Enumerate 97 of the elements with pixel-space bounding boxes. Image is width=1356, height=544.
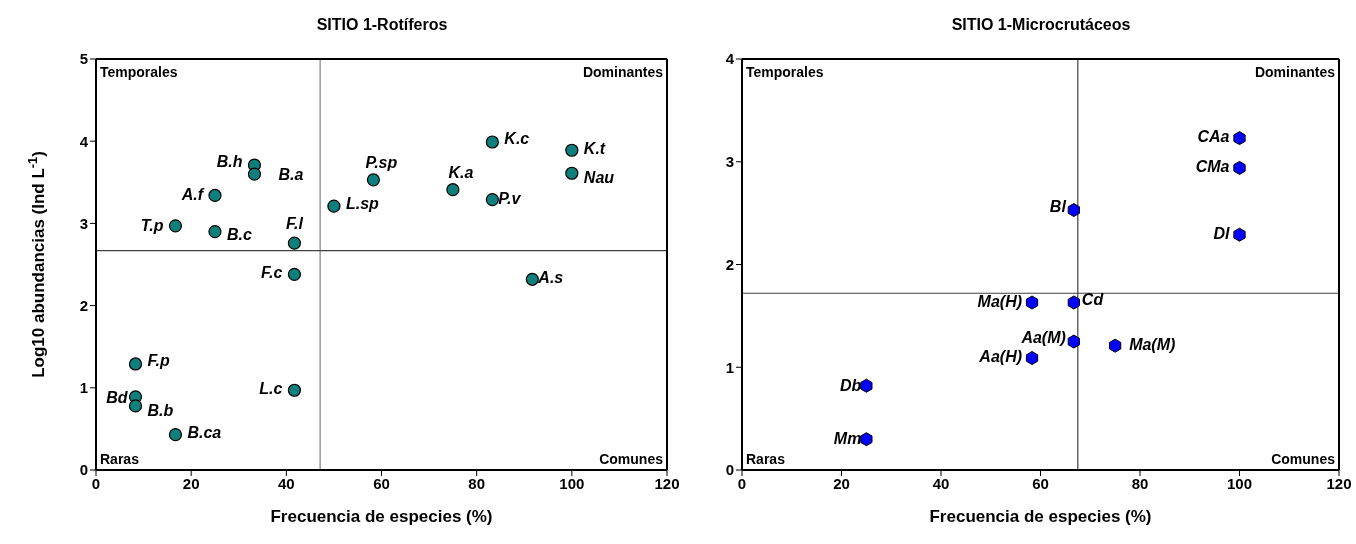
point xyxy=(565,143,579,157)
annotation: P.sp xyxy=(365,153,398,171)
annotation: Db xyxy=(840,376,862,394)
point xyxy=(287,236,302,250)
point xyxy=(1067,203,1080,218)
annotation: K.a xyxy=(448,163,474,181)
point xyxy=(366,173,381,187)
annotation: Raras xyxy=(100,451,140,467)
x-axis-title: Frecuencia de especies (%) xyxy=(929,507,1152,526)
y-tick-label: 0 xyxy=(725,461,734,479)
x-tick-label: 0 xyxy=(737,474,747,492)
point xyxy=(168,219,183,233)
annotation: L.c xyxy=(259,380,283,398)
point xyxy=(208,225,222,239)
x-tick-label: 40 xyxy=(932,474,950,492)
point xyxy=(168,428,183,442)
y-tick-label: 1 xyxy=(79,379,88,397)
point xyxy=(860,432,873,447)
annotation: B.ca xyxy=(187,423,222,441)
point xyxy=(1233,160,1246,175)
point xyxy=(128,357,143,371)
x-tick-label: 60 xyxy=(373,474,390,492)
x-tick-label: 80 xyxy=(1131,474,1149,492)
point xyxy=(247,167,262,181)
x-tick-label: 20 xyxy=(182,474,200,492)
point xyxy=(485,192,499,207)
annotation: Nau xyxy=(583,169,615,187)
annotation: Aa(M) xyxy=(1020,328,1066,346)
point xyxy=(1233,131,1246,146)
x-tick-label: 120 xyxy=(654,474,680,492)
annotation: Dominantes xyxy=(582,64,664,80)
point xyxy=(860,378,873,393)
annotation: K.c xyxy=(504,130,530,148)
annotation: K.t xyxy=(583,140,606,158)
point xyxy=(1025,351,1039,365)
annotation: P.v xyxy=(498,189,522,207)
point xyxy=(525,272,539,286)
point xyxy=(1233,227,1246,242)
point xyxy=(446,183,460,197)
point xyxy=(1067,295,1080,310)
point xyxy=(1109,338,1122,353)
annotation: Temporales xyxy=(746,64,824,80)
annotation: A.f xyxy=(180,186,205,204)
annotation: Dl xyxy=(1213,224,1231,242)
point xyxy=(485,135,499,149)
annotation: Temporales xyxy=(100,64,178,80)
annotation: B.c xyxy=(226,225,252,243)
annotation: T.p xyxy=(140,216,164,234)
annotation: B.b xyxy=(147,401,174,419)
annotation: Mm xyxy=(833,430,862,448)
y-tick-label: 3 xyxy=(725,153,734,171)
point xyxy=(287,383,302,397)
annotation: Dominantes xyxy=(1254,64,1336,80)
annotation: Comunes xyxy=(599,451,664,467)
annotation: Bd xyxy=(106,388,129,406)
y-tick-label: 3 xyxy=(79,214,88,232)
annotation: B.h xyxy=(216,153,243,171)
annotation: CAa xyxy=(1197,128,1230,146)
annotation: B.a xyxy=(278,166,304,184)
annotation: Ma(H) xyxy=(977,292,1023,310)
point xyxy=(565,166,579,180)
annotation: Aa(H) xyxy=(978,348,1023,365)
annotation: A.s xyxy=(537,269,564,287)
annotation: CMa xyxy=(1195,157,1230,175)
point xyxy=(128,399,143,413)
y-tick-label: 1 xyxy=(725,358,734,376)
chart-title: SITIO 1-Microcrutáceos xyxy=(950,16,1132,34)
x-tick-label: 20 xyxy=(833,474,850,492)
y-tick-label: 4 xyxy=(79,132,89,150)
x-tick-label: 100 xyxy=(559,474,585,492)
point xyxy=(327,199,341,213)
annotation: F.c xyxy=(261,264,283,282)
y-tick-label: 4 xyxy=(725,50,735,68)
point xyxy=(287,267,302,281)
x-tick-label: 80 xyxy=(468,474,486,492)
y-tick-label: 0 xyxy=(79,461,88,479)
annotation: L.sp xyxy=(345,195,380,213)
point xyxy=(208,188,222,203)
x-tick-label: 100 xyxy=(1226,474,1253,492)
point xyxy=(1067,334,1080,349)
annotation: Cd xyxy=(1081,290,1105,308)
x-axis-title: Frecuencia de especies (%) xyxy=(270,507,493,526)
y-tick-label: 5 xyxy=(79,50,88,68)
point xyxy=(1025,295,1039,310)
y-tick-label: 2 xyxy=(79,296,88,314)
x-tick-label: 0 xyxy=(91,474,101,492)
x-tick-label: 120 xyxy=(1326,474,1352,492)
x-tick-label: 60 xyxy=(1032,474,1049,492)
annotation: Bl xyxy=(1049,198,1067,216)
annotation: Comunes xyxy=(1271,451,1336,467)
y-tick-label: 2 xyxy=(725,255,734,273)
annotation: F.l xyxy=(285,215,304,233)
x-tick-label: 40 xyxy=(277,474,295,492)
chart-title: SITIO 1-Rotíferos xyxy=(315,16,449,34)
annotation: Ma(M) xyxy=(1129,335,1176,353)
annotation: F.p xyxy=(147,351,170,369)
annotation: Raras xyxy=(746,451,786,467)
